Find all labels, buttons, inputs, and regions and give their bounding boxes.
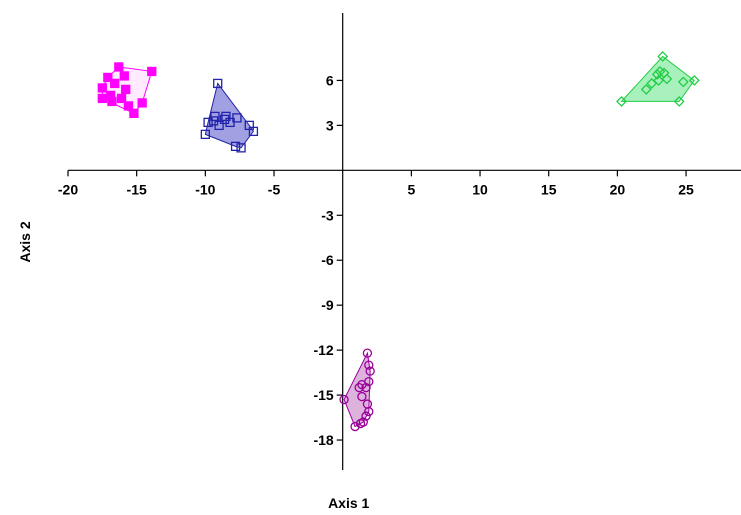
data-point <box>673 95 685 107</box>
data-point <box>200 129 210 140</box>
data-point <box>219 114 230 125</box>
x-tick-label: -20 <box>58 181 78 197</box>
y-axis-title: Axis 2 <box>17 221 33 262</box>
x-tick-label: -10 <box>195 181 215 197</box>
y-tick-label: -9 <box>321 297 334 313</box>
axes: -20 -15 -10 -5 5 10 15 20 25 6 3 -3 -6 -9 -12 -15 -18 <box>58 13 741 470</box>
x-axis-ticks: -20 -15 -10 -5 5 10 15 20 25 <box>58 170 694 197</box>
x-tick-label: 5 <box>407 181 415 197</box>
data-point <box>364 376 374 387</box>
data-point <box>137 98 147 108</box>
x-tick-label: -15 <box>127 181 147 197</box>
data-point <box>361 382 371 393</box>
data-point <box>103 72 113 83</box>
data-point <box>203 117 213 128</box>
data-point <box>110 78 120 89</box>
cluster-hull-4 <box>343 351 371 428</box>
y-tick-label: 6 <box>326 72 334 88</box>
data-point <box>361 411 371 421</box>
data-point <box>123 101 134 111</box>
data-point <box>114 62 124 72</box>
data-point <box>365 366 375 376</box>
y-tick-label: -3 <box>321 207 334 223</box>
data-point <box>362 348 373 358</box>
x-tick-label: 20 <box>610 181 626 197</box>
y-tick-label: -15 <box>313 387 333 403</box>
data-point <box>653 75 665 86</box>
y-tick-label: -18 <box>313 432 333 448</box>
data-point <box>616 95 627 107</box>
cluster-hulls <box>101 55 695 428</box>
data-point <box>214 120 224 131</box>
data-point <box>339 394 349 405</box>
data-point <box>688 75 700 86</box>
data-point <box>661 73 673 85</box>
data-point <box>97 83 107 93</box>
data-point <box>248 126 259 137</box>
data-point <box>147 66 157 77</box>
data-point <box>97 93 107 104</box>
y-tick-label: 3 <box>326 117 334 133</box>
data-point <box>213 78 223 89</box>
x-tick-label: 15 <box>541 181 557 197</box>
data-points <box>97 51 700 432</box>
x-tick-label: 10 <box>472 181 488 197</box>
data-point <box>107 96 117 107</box>
x-tick-label: 25 <box>678 181 694 197</box>
x-axis-title: Axis 1 <box>328 495 369 511</box>
x-tick-label: -5 <box>268 181 281 197</box>
data-point <box>640 83 652 95</box>
data-point <box>232 113 242 123</box>
data-point <box>355 418 366 429</box>
y-tick-label: -12 <box>313 342 333 358</box>
data-point <box>364 360 374 370</box>
data-point <box>116 93 127 104</box>
data-point <box>657 51 669 62</box>
data-point <box>354 382 364 393</box>
y-tick-label: -6 <box>321 252 334 268</box>
data-point <box>129 108 139 119</box>
data-point <box>357 391 367 402</box>
data-point <box>236 143 246 153</box>
data-point <box>350 421 360 432</box>
data-point <box>364 406 374 417</box>
data-point <box>119 71 129 81</box>
data-point <box>121 84 131 95</box>
y-axis-ticks: 6 3 -3 -6 -9 -12 -15 -18 <box>313 72 343 448</box>
data-point <box>230 141 241 152</box>
data-point <box>677 76 689 88</box>
